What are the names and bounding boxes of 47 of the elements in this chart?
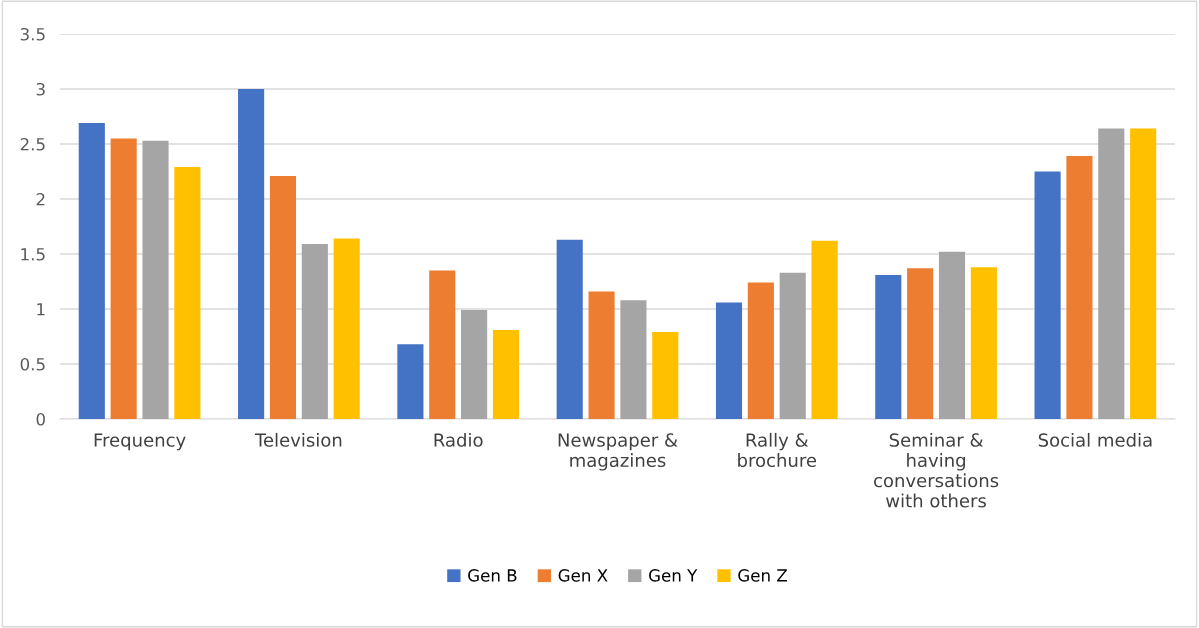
y-tick-label: 3: [36, 82, 45, 96]
legend-label: Gen Y: [649, 569, 698, 582]
x-tick-label: Television: [254, 432, 342, 447]
bar: [269, 175, 297, 419]
y-tick-label: 0: [36, 412, 45, 426]
bar: [588, 291, 615, 419]
bar: [715, 302, 743, 419]
bar: [429, 270, 456, 419]
bar: [333, 238, 360, 419]
y-tick-label: 2.5: [20, 137, 45, 151]
bar: [620, 300, 647, 419]
bar: [1130, 128, 1157, 419]
bar: [907, 268, 934, 419]
x-tick-label: Seminar & having conversations with others: [874, 432, 999, 508]
x-tick-label: Radio: [434, 432, 483, 447]
bar: [110, 138, 137, 419]
bar: [174, 167, 201, 419]
legend-label: Gen Z: [738, 569, 788, 582]
x-tick-label: Newspaper & magazines: [558, 433, 678, 471]
bar: [747, 282, 774, 419]
bar: [142, 140, 169, 419]
legend-label: Gen B: [468, 569, 517, 582]
y-tick-label: 1: [37, 303, 45, 316]
bar: [1034, 171, 1061, 419]
bar: [397, 344, 424, 419]
legend-label: Gen X: [558, 569, 608, 582]
bar: [1066, 156, 1093, 419]
bar: [78, 123, 105, 419]
bar: [1098, 128, 1125, 419]
x-tick-label: Social media: [1038, 432, 1152, 447]
y-tick-label: 1.5: [21, 248, 45, 261]
x-tick-label: Rally & brochure: [738, 432, 817, 468]
bar: [492, 329, 520, 419]
y-tick-label: 3.5: [20, 27, 45, 41]
bar: [652, 332, 679, 419]
bar: [461, 310, 488, 419]
bar: [938, 251, 966, 419]
bar: [875, 274, 902, 419]
bar: [301, 244, 328, 419]
y-tick-label: 0.5: [20, 357, 45, 371]
bar: [238, 89, 265, 419]
bar: [556, 239, 583, 419]
x-tick-label: Frequency: [94, 433, 186, 451]
bar: [970, 267, 997, 419]
bar: [811, 240, 838, 419]
bar: [779, 272, 806, 419]
y-tick-label: 2: [36, 192, 45, 206]
